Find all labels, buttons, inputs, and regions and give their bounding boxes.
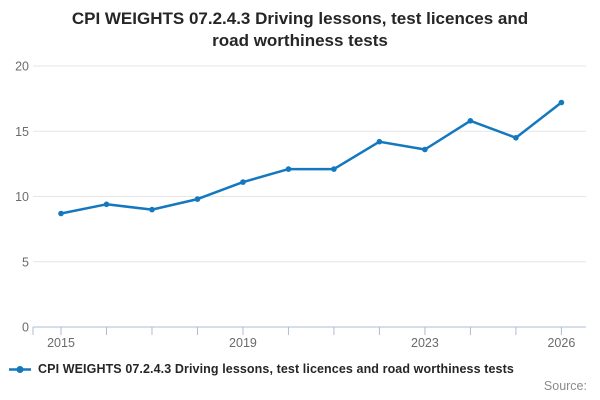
line-chart: 0 5 10 15 20 2015 2019 2023 2026	[15, 60, 586, 350]
source-label: Source:	[543, 379, 587, 393]
x-axis-label: 2026	[547, 336, 575, 350]
y-axis-label: 5	[22, 255, 29, 269]
data-point-marker[interactable]	[467, 118, 474, 124]
legend-item[interactable]: CPI WEIGHTS 07.2.4.3 Driving lessons, te…	[8, 362, 514, 376]
y-axis-label: 10	[15, 190, 29, 204]
y-axis-label: 0	[22, 321, 29, 335]
data-point-marker[interactable]	[103, 201, 110, 208]
data-point-marker[interactable]	[422, 146, 428, 153]
data-point-marker[interactable]	[149, 206, 155, 213]
x-axis-label: 2019	[229, 336, 257, 350]
series-marker-icon	[9, 365, 31, 373]
legend-label: CPI WEIGHTS 07.2.4.3 Driving lessons, te…	[38, 362, 514, 376]
data-point-marker[interactable]	[331, 166, 337, 172]
legend-dot-icon	[16, 365, 24, 373]
chart-title: CPI WEIGHTS 07.2.4.3 Driving lessons, te…	[71, 9, 529, 51]
series-line	[59, 101, 563, 215]
data-point-marker[interactable]	[513, 135, 519, 141]
y-axis-label: 15	[15, 125, 29, 139]
legend: CPI WEIGHTS 07.2.4.3 Driving lessons, te…	[8, 362, 592, 376]
y-axis-label: 20	[15, 60, 29, 74]
x-axis-label: 2015	[47, 336, 75, 350]
data-point-marker[interactable]	[285, 166, 292, 172]
data-point-marker[interactable]	[558, 99, 565, 106]
data-point-marker[interactable]	[376, 138, 383, 145]
data-point-marker[interactable]	[194, 196, 201, 202]
data-point-marker[interactable]	[240, 179, 246, 185]
x-axis-label: 2023	[411, 336, 439, 350]
data-point-marker[interactable]	[58, 210, 64, 217]
